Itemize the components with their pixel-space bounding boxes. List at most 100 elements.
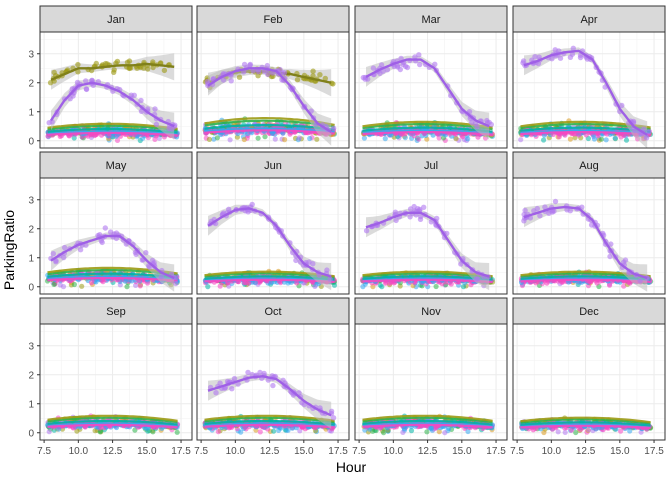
facet-strip [354, 151, 508, 179]
data-point [607, 282, 613, 288]
data-point [111, 67, 117, 73]
data-point [591, 136, 598, 142]
data-point [79, 283, 85, 289]
data-point [486, 119, 492, 126]
data-point [448, 281, 454, 287]
data-point [619, 102, 625, 109]
data-point [137, 283, 143, 289]
data-point [61, 254, 67, 261]
panel-border [196, 31, 350, 149]
data-point [552, 198, 559, 205]
data-point [576, 132, 582, 138]
panel-border [512, 31, 666, 149]
data-point [331, 125, 337, 131]
data-point [522, 207, 528, 214]
data-point [324, 267, 330, 273]
data-point [531, 208, 537, 214]
data-point [646, 129, 652, 135]
y-tick-label: 0 [28, 282, 34, 293]
y-tick-label: 1 [28, 253, 34, 264]
data-point [377, 282, 383, 288]
facet-strip-label: Jun [264, 160, 282, 172]
smooth-line [365, 58, 490, 128]
facet-strip-label: May [106, 160, 127, 172]
data-point [307, 135, 313, 142]
data-point [607, 253, 613, 260]
y-tick-label: 1 [28, 107, 34, 118]
data-point [417, 61, 423, 68]
smooth-line [49, 81, 175, 128]
data-point [227, 137, 233, 143]
data-point [557, 55, 564, 61]
data-point [421, 204, 427, 210]
data-point [310, 73, 316, 79]
data-point [567, 208, 573, 214]
data-point [75, 61, 81, 68]
data-point [138, 97, 144, 104]
base-smooth-line [204, 127, 335, 134]
data-point [598, 136, 605, 142]
data-point [398, 55, 404, 62]
data-point [541, 137, 547, 143]
data-point [264, 62, 270, 69]
data-point [393, 217, 399, 224]
data-point [532, 54, 538, 60]
data-point [217, 283, 223, 289]
facet-strip [39, 151, 193, 179]
data-point [460, 284, 467, 290]
base-smooth-line [362, 131, 493, 136]
smooth-line [50, 62, 175, 81]
data-point [331, 282, 338, 288]
confidence-ribbon [524, 203, 648, 292]
y-tick-label: 2 [28, 224, 34, 235]
data-point [327, 276, 333, 282]
base-smooth-line [47, 277, 178, 282]
base-smooth-line [520, 278, 651, 283]
data-point [570, 45, 576, 51]
data-point [542, 204, 548, 210]
smooth-line [207, 67, 332, 134]
data-point [262, 134, 268, 140]
data-point [294, 280, 300, 286]
base-smooth-line [47, 127, 178, 134]
panel-border [354, 31, 508, 149]
data-point [50, 251, 56, 257]
data-point [310, 68, 316, 74]
data-point [158, 274, 164, 280]
data-point [378, 62, 385, 68]
base-smooth-line [362, 126, 493, 133]
facet-content [45, 413, 181, 435]
data-point [567, 136, 574, 142]
data-point [412, 54, 418, 60]
facet-strip-label: Sep [106, 306, 126, 318]
facet-mar: Mar [354, 5, 508, 149]
confidence-ribbon [366, 208, 490, 291]
data-point [77, 247, 84, 253]
data-point [51, 281, 57, 287]
data-point [272, 136, 278, 142]
data-point [47, 80, 54, 86]
data-point [143, 250, 149, 256]
y-tick-label: 0 [28, 136, 34, 147]
data-point [205, 284, 211, 290]
data-point [416, 136, 422, 142]
data-point [608, 241, 614, 247]
facet-jun: Jun [196, 151, 350, 295]
panel-border [512, 177, 666, 295]
data-point [544, 280, 550, 286]
panel-border [39, 31, 193, 149]
base-smooth-line [47, 131, 178, 137]
facet-feb: Feb [196, 5, 350, 149]
data-point [469, 119, 475, 126]
panel-border [39, 177, 193, 295]
data-point [241, 136, 247, 143]
data-point [537, 213, 543, 219]
data-point [583, 132, 589, 138]
data-point [46, 429, 52, 435]
facet-strip-label: Apr [580, 14, 597, 26]
data-point [236, 74, 243, 80]
data-point [417, 216, 424, 222]
data-point [382, 136, 388, 142]
